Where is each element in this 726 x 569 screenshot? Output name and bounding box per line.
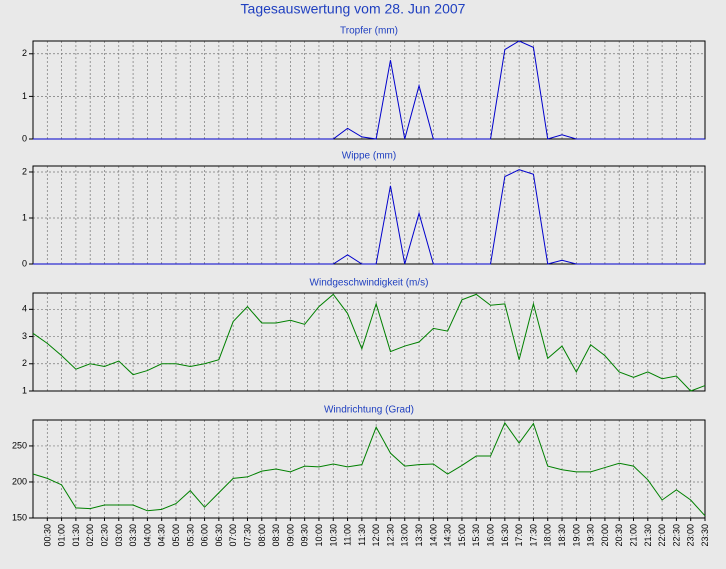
x-tick-label: 17:30: [528, 524, 538, 547]
data-line: [32, 421, 706, 517]
x-tick-label: 19:00: [571, 524, 581, 547]
y-tick-label: 200: [12, 476, 27, 486]
y-tick-label: 150: [12, 512, 27, 522]
x-tick-label: 22:00: [657, 524, 667, 547]
x-tick-label: 23:30: [700, 524, 710, 547]
x-tick-label: 04:00: [142, 524, 152, 547]
x-tick-label: 11:00: [343, 524, 353, 546]
x-tick-label: 13:00: [400, 524, 410, 547]
x-tick-label: 02:00: [85, 524, 95, 547]
x-tick-label: 00:30: [42, 524, 52, 547]
x-tick-label: 06:00: [200, 524, 210, 547]
x-tick-label: 20:30: [614, 524, 624, 547]
x-tick-label: 12:30: [385, 524, 395, 547]
x-tick-label: 13:30: [414, 524, 424, 547]
y-tick-label: 0: [22, 258, 27, 268]
data-line: [32, 293, 706, 392]
x-tick-label: 03:00: [114, 524, 124, 547]
x-tick-label: 09:00: [285, 524, 295, 547]
x-tick-label: 10:00: [314, 524, 324, 547]
x-tick-label: 11:30: [357, 524, 367, 546]
y-tick-label: 2: [22, 48, 27, 58]
x-tick-label: 18:00: [543, 524, 553, 547]
panel-title: Windgeschwindigkeit (m/s): [310, 278, 429, 289]
panel-title: Wippe (mm): [342, 151, 396, 162]
y-tick-label: 3: [22, 331, 27, 341]
x-tick-label: 16:00: [486, 524, 496, 547]
x-tick-label: 19:30: [586, 524, 596, 547]
y-tick-label: 1: [22, 212, 27, 222]
x-tick-label: 15:30: [471, 524, 481, 547]
x-tick-label: 21:30: [643, 524, 653, 547]
panel-title: Tropfer (mm): [340, 26, 398, 37]
x-tick-label: 01:30: [71, 524, 81, 547]
plot-area: [33, 420, 705, 518]
x-tick-label: 08:00: [257, 524, 267, 547]
plot-area: [33, 166, 705, 264]
x-tick-label: 17:00: [514, 524, 524, 547]
x-tick-label: 09:30: [300, 524, 310, 547]
x-tick-label: 01:00: [57, 524, 67, 547]
plot-border: [32, 40, 706, 140]
data-line: [33, 40, 705, 140]
plot-area: [33, 293, 705, 391]
y-tick-label: 0: [22, 133, 27, 143]
y-tick-label: 2: [22, 166, 27, 176]
y-tick-label: 250: [12, 440, 27, 450]
y-tick-label: 2: [22, 358, 27, 368]
plot-border: [32, 292, 706, 392]
x-tick-label: 04:30: [157, 524, 167, 547]
y-tick-label: 4: [22, 304, 27, 314]
x-tick-label: 06:30: [214, 524, 224, 547]
x-tick-label: 23:00: [686, 524, 696, 547]
x-tick-label: 02:30: [99, 524, 109, 547]
x-tick-label: 14:00: [428, 524, 438, 547]
x-tick-label: 21:00: [629, 524, 639, 547]
x-tick-label: 15:00: [457, 524, 467, 547]
x-tick-label: 18:30: [557, 524, 567, 547]
plot-border: [32, 419, 706, 519]
x-tick-label: 03:30: [128, 524, 138, 547]
x-tick-label: 14:30: [443, 524, 453, 547]
x-tick-label: 22:30: [671, 524, 681, 547]
x-tick-label: 12:00: [371, 524, 381, 547]
data-line: [33, 169, 705, 265]
x-tick-label: 20:00: [600, 524, 610, 547]
y-tick-label: 1: [22, 385, 27, 395]
page-title: Tagesauswertung vom 28. Jun 2007: [241, 1, 466, 17]
x-tick-label: 05:00: [171, 524, 181, 547]
x-tick-label: 07:00: [228, 524, 238, 547]
x-tick-label: 10:30: [328, 524, 338, 547]
x-tick-label: 05:30: [185, 524, 195, 547]
y-tick-label: 1: [22, 91, 27, 101]
x-tick-label: 08:30: [271, 524, 281, 547]
x-tick-label: 16:30: [500, 524, 510, 547]
panel-title: Windrichtung (Grad): [324, 405, 414, 416]
plot-area: [33, 41, 705, 139]
x-tick-label: 07:30: [242, 524, 252, 547]
